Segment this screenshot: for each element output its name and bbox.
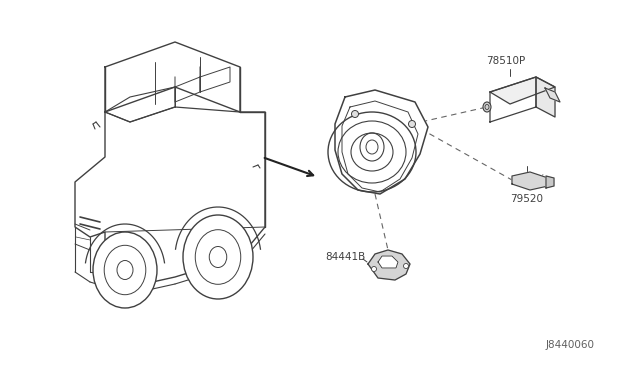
Polygon shape: [546, 176, 554, 188]
Ellipse shape: [93, 232, 157, 308]
Ellipse shape: [351, 110, 358, 118]
Ellipse shape: [403, 263, 408, 269]
Text: J8440060: J8440060: [546, 340, 595, 350]
Ellipse shape: [371, 266, 376, 272]
Polygon shape: [490, 77, 555, 104]
Text: 79520: 79520: [510, 194, 543, 204]
Text: 78510P: 78510P: [486, 56, 525, 66]
Text: 84441B: 84441B: [325, 252, 365, 262]
Polygon shape: [545, 88, 560, 102]
Polygon shape: [490, 77, 536, 122]
Polygon shape: [512, 172, 548, 190]
Polygon shape: [335, 90, 428, 194]
Ellipse shape: [408, 121, 415, 128]
Polygon shape: [536, 77, 555, 117]
Ellipse shape: [183, 215, 253, 299]
Polygon shape: [368, 250, 410, 280]
Polygon shape: [378, 256, 398, 268]
Ellipse shape: [483, 102, 491, 112]
